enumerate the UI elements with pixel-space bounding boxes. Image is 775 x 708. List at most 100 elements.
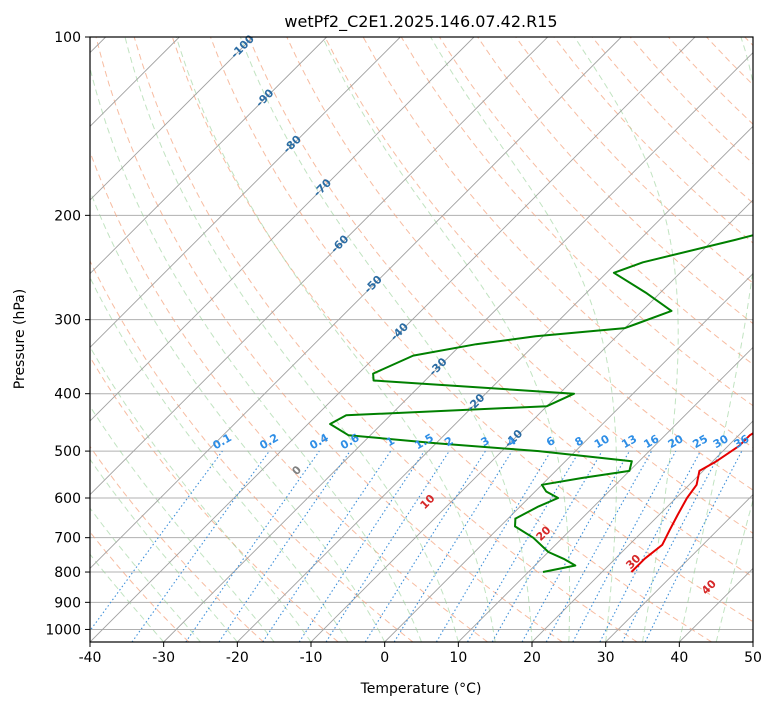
isotherm-line bbox=[90, 37, 622, 569]
isotherm-line bbox=[90, 37, 327, 275]
isotherm-label: -40 bbox=[388, 320, 411, 343]
dry-adiabat-line bbox=[171, 37, 712, 642]
x-tick-label: 0 bbox=[380, 650, 389, 666]
mixing-ratio-line bbox=[364, 450, 486, 642]
y-tick-label: 100 bbox=[54, 30, 81, 46]
mixing-ratio-line bbox=[393, 450, 513, 642]
x-tick-label: 50 bbox=[744, 650, 762, 666]
dry-adiabat-line bbox=[90, 356, 339, 642]
mixing-ratio-label: 0.6 bbox=[338, 431, 362, 452]
isotherm-line bbox=[384, 273, 753, 642]
mixing-ratio-label: 13 bbox=[619, 432, 639, 451]
adiabat-label: 30 bbox=[623, 552, 643, 572]
dewpoint-profile-line bbox=[329, 234, 753, 573]
x-tick-label: -40 bbox=[79, 650, 102, 666]
y-tick-label: 500 bbox=[54, 444, 81, 460]
y-axis-label: Pressure (hPa) bbox=[12, 289, 28, 389]
mixing-ratio-line bbox=[644, 450, 743, 642]
moist-adiabat-line bbox=[574, 37, 679, 642]
moist-adiabat-line bbox=[90, 189, 386, 642]
mixing-ratio-line bbox=[599, 450, 701, 642]
isotherm-label: -80 bbox=[281, 133, 304, 156]
y-tick-label: 800 bbox=[54, 565, 81, 581]
isotherm-line bbox=[90, 37, 475, 422]
adiabat-label: 0 bbox=[289, 463, 304, 478]
y-tick-label: 1000 bbox=[45, 622, 81, 638]
moist-adiabat-line bbox=[715, 498, 753, 642]
moist-adiabat-line bbox=[430, 37, 617, 642]
chart-title: wetPf2_C2E1.2025.146.07.42.R15 bbox=[284, 12, 557, 32]
x-axis-label: Temperature (°C) bbox=[360, 681, 482, 697]
dry-adiabat-line bbox=[90, 531, 190, 642]
x-tick-label: -30 bbox=[152, 650, 175, 666]
mixing-ratio-line bbox=[262, 450, 392, 642]
y-tick-label: 600 bbox=[54, 491, 81, 507]
dry-adiabat-line bbox=[248, 37, 753, 578]
moist-adiabat-line bbox=[90, 345, 312, 642]
isotherm-label: -50 bbox=[362, 273, 385, 296]
isotherm-line bbox=[90, 37, 401, 348]
mixing-ratio-line bbox=[298, 450, 425, 642]
dry-adiabat-line bbox=[95, 37, 563, 642]
isotherm-line bbox=[237, 125, 753, 642]
moist-adiabat-line bbox=[124, 37, 459, 642]
y-tick-label: 900 bbox=[54, 595, 81, 611]
mixing-ratio-label: 16 bbox=[641, 432, 661, 451]
mixing-ratio-line bbox=[325, 450, 450, 642]
isotherm-line bbox=[531, 420, 753, 642]
dry-adiabat-line bbox=[553, 37, 753, 244]
moist-adiabat-line bbox=[90, 458, 238, 642]
dry-adiabat-line bbox=[133, 37, 638, 642]
dry-adiabat-line bbox=[591, 37, 753, 204]
x-tick-label: 30 bbox=[597, 650, 615, 666]
moist-adiabat-line bbox=[678, 37, 753, 642]
mixing-ratio-label: 0.1 bbox=[210, 431, 233, 452]
mixing-ratio-line bbox=[521, 450, 630, 642]
mixing-ratio-line bbox=[545, 450, 653, 642]
adiabat-label: 40 bbox=[699, 577, 719, 597]
isotherm-label: -20 bbox=[464, 391, 487, 414]
x-tick-label: 40 bbox=[670, 650, 688, 666]
mixing-ratio-line bbox=[572, 450, 677, 642]
moist-adiabat-line bbox=[90, 276, 349, 642]
moist-adiabat-line bbox=[175, 37, 496, 642]
isotherm-line bbox=[90, 37, 254, 201]
isotherm-line bbox=[458, 346, 753, 642]
moist-adiabat-line bbox=[90, 553, 165, 642]
dry-adiabat-line bbox=[286, 37, 753, 534]
isotherm-line bbox=[679, 567, 753, 642]
temperature-profile-line bbox=[630, 432, 753, 573]
plot-frame bbox=[89, 36, 754, 643]
y-tick-label: 300 bbox=[54, 313, 81, 329]
mixing-ratio-label: 1 bbox=[384, 434, 397, 449]
isotherm-line bbox=[752, 641, 753, 642]
y-tick-label: 400 bbox=[54, 387, 81, 403]
isotherm-label: -30 bbox=[426, 355, 449, 378]
isotherm-line bbox=[605, 494, 753, 642]
mixing-ratio-line bbox=[435, 450, 552, 642]
mixing-ratio-label: 2 bbox=[442, 434, 455, 449]
moist-adiabat-line bbox=[90, 507, 201, 642]
dry-adiabat-line bbox=[668, 37, 753, 125]
x-tick-label: 10 bbox=[449, 650, 467, 666]
mixing-ratio-label: 0.4 bbox=[307, 431, 331, 452]
mixing-ratio-label: 10 bbox=[592, 432, 612, 451]
mixing-ratio-line bbox=[131, 450, 270, 642]
mixing-ratio-line bbox=[218, 450, 351, 642]
mixing-ratio-line bbox=[467, 450, 580, 642]
dry-adiabat-line bbox=[90, 150, 488, 642]
isotherm-line bbox=[310, 199, 753, 642]
mixing-ratio-line bbox=[185, 450, 320, 642]
mixing-ratio-label: 20 bbox=[666, 432, 686, 451]
y-tick-label: 200 bbox=[54, 208, 81, 224]
x-tick-label: 20 bbox=[523, 650, 541, 666]
moist-adiabat-line bbox=[90, 405, 275, 642]
isotherm-label: -70 bbox=[311, 176, 334, 199]
dry-adiabat-line bbox=[706, 37, 753, 86]
adiabat-label: 10 bbox=[418, 492, 438, 512]
dry-adiabat-line bbox=[324, 37, 753, 491]
isotherm-line bbox=[163, 52, 753, 642]
mixing-ratio-label: 8 bbox=[573, 434, 586, 449]
dry-adiabat-line bbox=[744, 37, 753, 47]
